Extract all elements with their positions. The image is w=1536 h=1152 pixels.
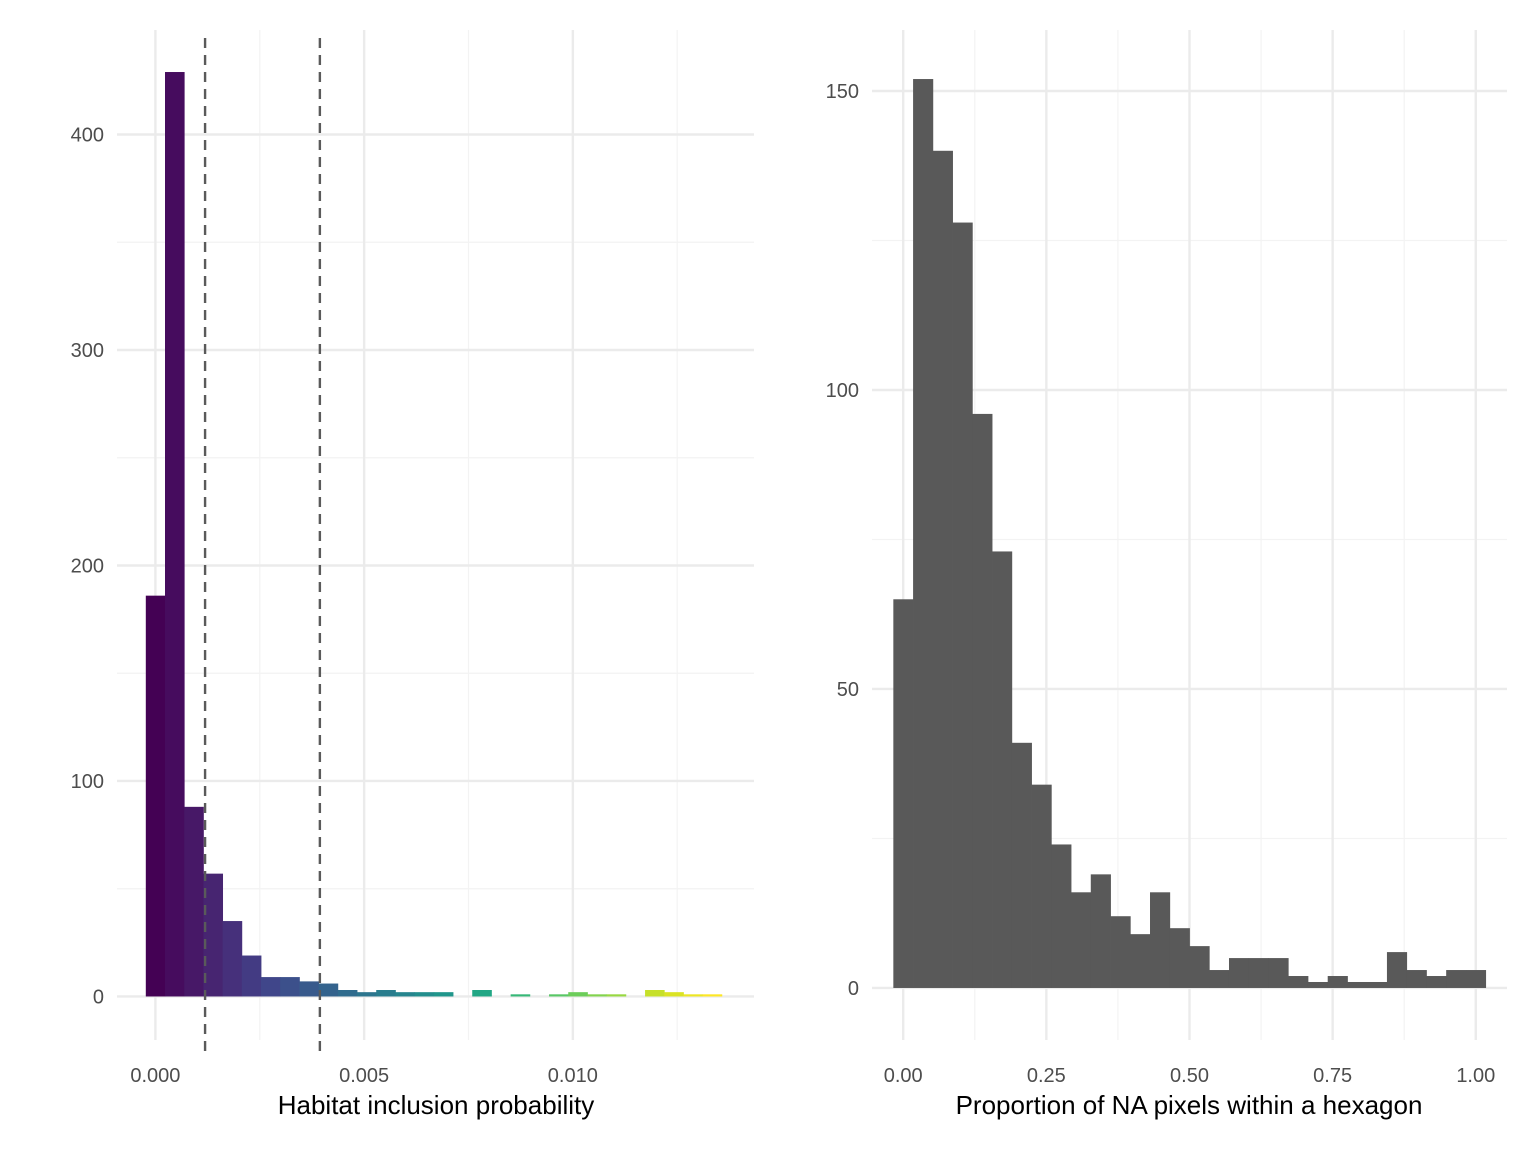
histogram-bar: [1130, 934, 1151, 988]
histogram-bar: [1327, 976, 1348, 988]
histogram-bar: [568, 992, 588, 997]
histogram-bar: [222, 921, 243, 997]
histogram-bar: [606, 994, 627, 997]
y-tick-label: 400: [71, 125, 104, 147]
x-tick-label: 0.010: [548, 1065, 598, 1087]
histogram-bar: [1090, 874, 1111, 988]
histogram-bar: [184, 806, 204, 997]
x-tick-label: 1.00: [1456, 1065, 1495, 1087]
histogram-bar: [664, 992, 684, 997]
histogram-bar: [952, 222, 973, 988]
histogram-bar: [1288, 976, 1309, 988]
na-proportion-histogram-panel: 0 50 100 150 0.00 0.25 0.50 0.75 1.00 Proportion …: [826, 30, 1507, 1120]
histogram-bar: [1386, 952, 1408, 988]
histogram-bar: [1426, 976, 1447, 988]
histogram-bar: [932, 150, 953, 988]
x-tick-label: 0.000: [130, 1065, 180, 1087]
x-tick-label: 0.00: [884, 1065, 923, 1087]
y-tick-label: 0: [93, 986, 104, 1008]
histogram-bar: [1248, 958, 1269, 988]
histogram-bar: [510, 994, 531, 997]
histogram-bar: [587, 994, 608, 997]
histogram-bar: [203, 873, 224, 997]
histogram-bar: [683, 994, 704, 997]
histogram-bar: [1031, 784, 1052, 988]
histogram-bar: [145, 595, 166, 997]
histogram-bar: [318, 983, 339, 997]
y-tick-label: 200: [71, 555, 104, 577]
histogram-bar: [1209, 970, 1230, 988]
histogram-bar: [357, 992, 377, 997]
y-tick-label: 100: [71, 771, 104, 793]
histogram-bar: [1071, 892, 1092, 988]
histogram-bar: [1406, 970, 1427, 988]
histogram-bar: [414, 992, 435, 997]
histogram-bar: [1189, 946, 1210, 988]
histogram-bar: [1446, 970, 1467, 988]
histogram-bar: [702, 994, 723, 997]
histogram-bar: [280, 977, 300, 997]
histogram-bar: [241, 955, 262, 997]
histogram-bar: [1150, 892, 1171, 988]
x-tick-label: 0.005: [339, 1065, 389, 1087]
histogram-bar: [376, 990, 396, 997]
histogram-bar: [1367, 981, 1388, 988]
y-tick-label: 100: [826, 380, 859, 402]
histogram-bar: [1268, 958, 1289, 988]
histogram-bar: [645, 990, 665, 997]
y-tick-label: 150: [826, 81, 859, 103]
histogram-bar: [1110, 916, 1131, 988]
x-axis-title: Habitat inclusion probability: [278, 1090, 595, 1120]
histogram-bar: [972, 413, 993, 988]
histogram-bar: [433, 992, 454, 997]
y-tick-label: 300: [71, 340, 104, 362]
histogram-bar: [1465, 970, 1487, 988]
histogram-bar: [165, 72, 185, 997]
histogram-bar: [893, 599, 914, 988]
histogram-bar: [1228, 958, 1250, 988]
histogram-bar: [1169, 928, 1190, 988]
histogram-bar: [549, 994, 569, 997]
histogram-bar: [299, 981, 320, 997]
histogram-bar: [913, 79, 934, 988]
histogram-bar: [1347, 981, 1368, 988]
y-tick-label: 0: [848, 978, 859, 1000]
histogram-bar: [472, 990, 492, 997]
x-tick-label: 0.50: [1170, 1065, 1209, 1087]
x-axis-title: Proportion of NA pixels within a hexagon: [956, 1090, 1423, 1120]
histogram-bar: [1051, 844, 1072, 988]
x-tick-label: 0.75: [1313, 1065, 1352, 1087]
habitat-probability-histogram-panel: 0 100 200 300 400 0.000 0.005 0.010 Habitat incl…: [71, 30, 754, 1120]
histogram-bar: [1011, 742, 1032, 988]
histogram-bar: [1307, 981, 1329, 988]
histogram-bar: [337, 990, 358, 997]
histogram-bar: [992, 551, 1013, 988]
histogram-bar: [261, 977, 281, 997]
histogram-bar: [395, 992, 416, 997]
x-tick-label: 0.25: [1027, 1065, 1066, 1087]
y-tick-label: 50: [837, 679, 859, 701]
